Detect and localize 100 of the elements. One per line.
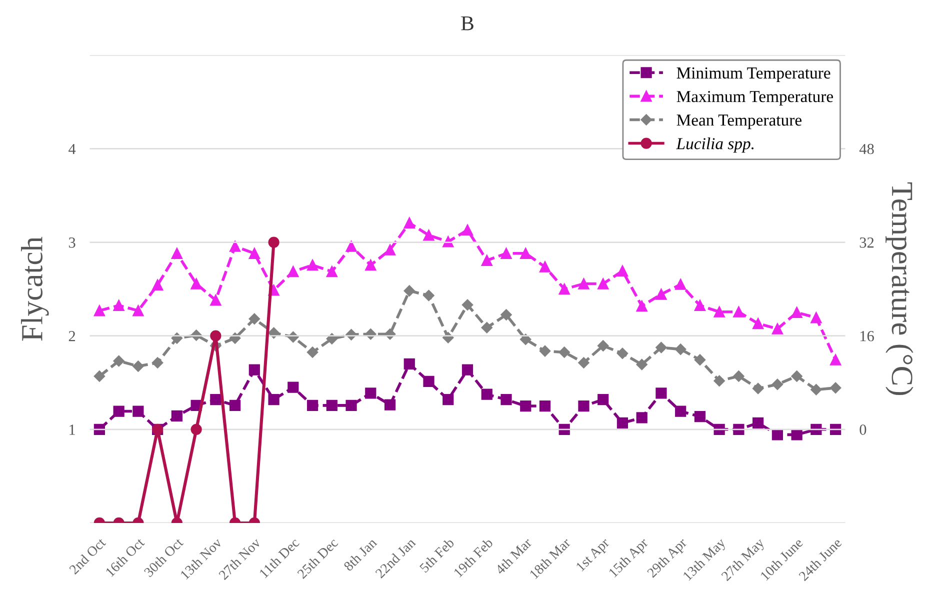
point (113, 355, 124, 367)
point (423, 230, 434, 241)
x-tick-label: 5th Feb (418, 537, 455, 573)
point (500, 309, 512, 320)
point (752, 382, 764, 394)
point (346, 400, 357, 411)
point (404, 285, 415, 296)
point (132, 360, 144, 372)
y-tick-label: 3 (68, 237, 76, 248)
point (830, 354, 842, 366)
point (326, 333, 338, 344)
point (752, 318, 764, 330)
point (268, 394, 280, 406)
point (598, 394, 609, 406)
point (830, 382, 842, 394)
point (365, 260, 376, 271)
point (442, 394, 454, 406)
point (404, 358, 415, 370)
point (578, 357, 590, 368)
point (636, 300, 648, 312)
point (772, 323, 783, 334)
point (733, 370, 744, 382)
point (520, 400, 532, 412)
point (636, 412, 648, 424)
legend-label: Mean Temperature (676, 114, 802, 130)
point (772, 378, 784, 390)
y2-tick-label: 0 (860, 424, 866, 435)
point (229, 400, 241, 411)
x-tick-label: 19th Feb (453, 537, 494, 578)
point (306, 260, 318, 271)
point (791, 306, 802, 318)
point (558, 346, 570, 358)
point (616, 265, 628, 276)
point (248, 248, 260, 259)
point (791, 370, 802, 382)
point (268, 236, 280, 248)
point (171, 248, 182, 259)
legend-label: Maximum Temperature (676, 90, 833, 106)
point (791, 429, 802, 440)
point (810, 312, 822, 324)
point (423, 376, 434, 388)
point (616, 348, 628, 359)
point (462, 224, 474, 236)
point (268, 327, 280, 339)
point (520, 248, 532, 259)
y-tick-label: 2 (68, 331, 76, 342)
point (423, 290, 434, 302)
point (714, 375, 725, 386)
point (694, 300, 706, 311)
point (539, 345, 551, 357)
point (306, 400, 318, 411)
point (384, 399, 396, 410)
chart-title: B (461, 16, 474, 30)
point (190, 278, 202, 290)
x-tick-label: 16th Oct (104, 536, 146, 578)
point (462, 364, 474, 376)
point (675, 278, 686, 290)
point (539, 400, 551, 412)
point (306, 346, 318, 358)
point (132, 305, 144, 316)
point (481, 254, 492, 266)
point (248, 364, 260, 376)
point (500, 394, 512, 406)
point (481, 322, 492, 334)
point (598, 278, 609, 290)
x-tick-label: 2nd Oct (68, 536, 106, 575)
point (113, 406, 124, 417)
point (714, 306, 725, 318)
point (152, 357, 164, 368)
point (288, 266, 299, 278)
point (326, 266, 338, 278)
y2-tick-label: 32 (860, 237, 874, 248)
y2-axis-title: Temperature (°C) (886, 182, 914, 395)
point (539, 261, 551, 272)
point (113, 300, 124, 311)
point (675, 406, 686, 417)
point (733, 306, 744, 318)
point (636, 358, 648, 370)
point (674, 344, 686, 355)
y2-tick-label: 16 (860, 331, 874, 342)
point (171, 410, 182, 422)
point (656, 288, 667, 300)
point (616, 417, 628, 429)
legend-label: Minimum Temperature (676, 67, 830, 82)
point (94, 305, 105, 316)
point (752, 417, 764, 429)
point (229, 240, 241, 252)
point (520, 334, 532, 345)
x-tick-label: 8th Jan (342, 537, 378, 572)
point (365, 388, 376, 399)
point (656, 342, 667, 354)
point (210, 330, 222, 342)
point (733, 424, 744, 435)
point (656, 388, 667, 399)
point (346, 240, 357, 252)
y-tick-label: 4 (68, 144, 76, 154)
point (152, 279, 164, 291)
y2-tick-label: 48 (859, 144, 874, 154)
point (481, 388, 492, 400)
point (694, 354, 706, 366)
